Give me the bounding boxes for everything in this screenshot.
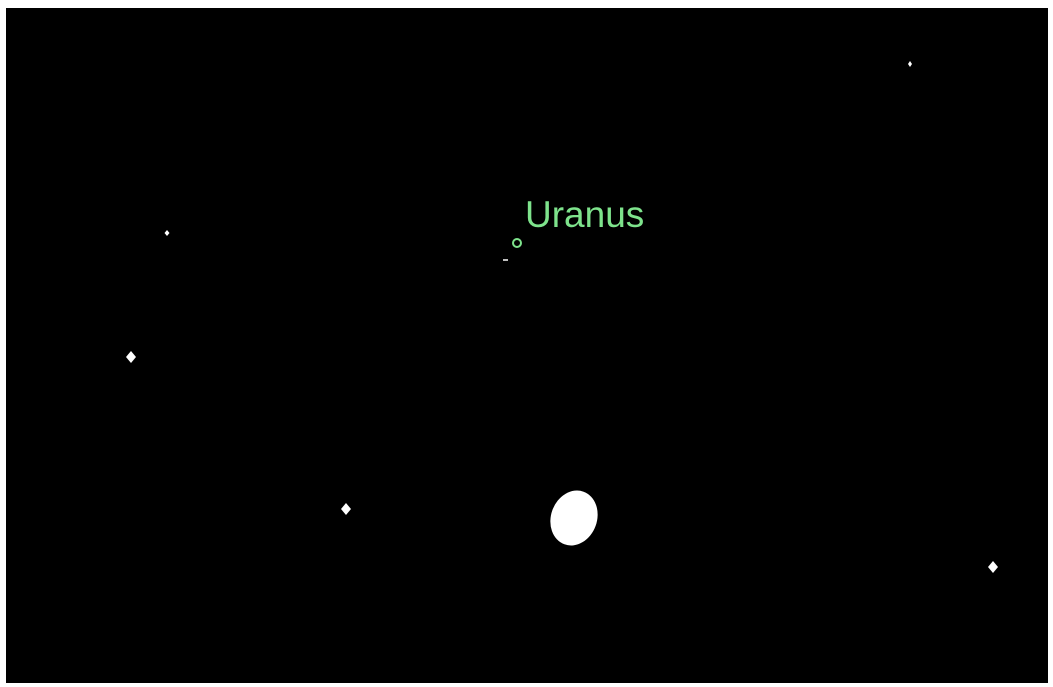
sky-canvas[interactable] [6, 8, 1048, 683]
sky-view-window: Uranus [0, 0, 1053, 687]
page: {"sky_view": {"planet_label": "Uranus"}}… [0, 0, 1053, 687]
planet-label: Uranus [525, 194, 644, 235]
